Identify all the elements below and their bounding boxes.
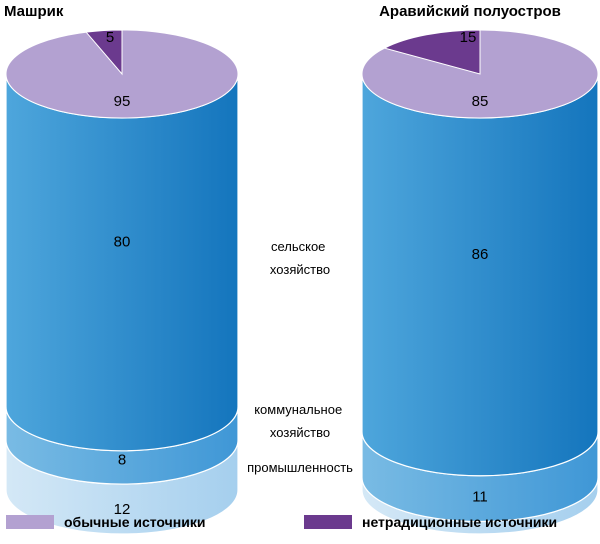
pie-label-conventional: 85 <box>472 93 489 110</box>
value-label-municipal: 11 <box>472 489 488 506</box>
chart-title-arabian-peninsula: Аравийский полуостров <box>379 3 561 20</box>
legend-item-conventional: обычные источники <box>6 514 205 530</box>
value-label-industry: 12 <box>114 501 131 518</box>
pie-slice-nonconventional <box>85 29 123 76</box>
value-label-municipal: 8 <box>118 451 126 468</box>
legend-label-conventional: обычные источники <box>64 514 206 530</box>
pie-label-nonconventional: 15 <box>460 29 477 46</box>
segment-agriculture <box>361 73 599 477</box>
segment-agriculture <box>5 73 239 452</box>
category-label-industry: промышленность <box>247 460 353 475</box>
cylinder-mashriq: 12 8 80 95 5 <box>5 29 239 535</box>
value-label-agriculture: 80 <box>114 233 131 250</box>
legend-swatch-dark-purple-icon <box>304 515 352 529</box>
category-label-municipal: коммунальное хозяйство <box>254 402 346 440</box>
cylinder-arabian-peninsula: 311868515 <box>361 29 599 535</box>
pie-label-conventional: 95 <box>114 93 131 110</box>
legend-label-nonconventional: нетрадиционные источники <box>362 514 558 530</box>
legend-swatch-light-purple-icon <box>6 515 54 529</box>
category-label-agriculture: сельское хозяйство <box>270 239 330 277</box>
legend-item-nonconventional: нетрадиционные источники <box>304 514 557 530</box>
value-label-agriculture: 86 <box>472 246 489 263</box>
pie-slice-nonconventional <box>383 29 481 75</box>
pie-label-nonconventional: 5 <box>106 29 114 46</box>
chart-title-mashriq: Машрик <box>4 3 64 20</box>
